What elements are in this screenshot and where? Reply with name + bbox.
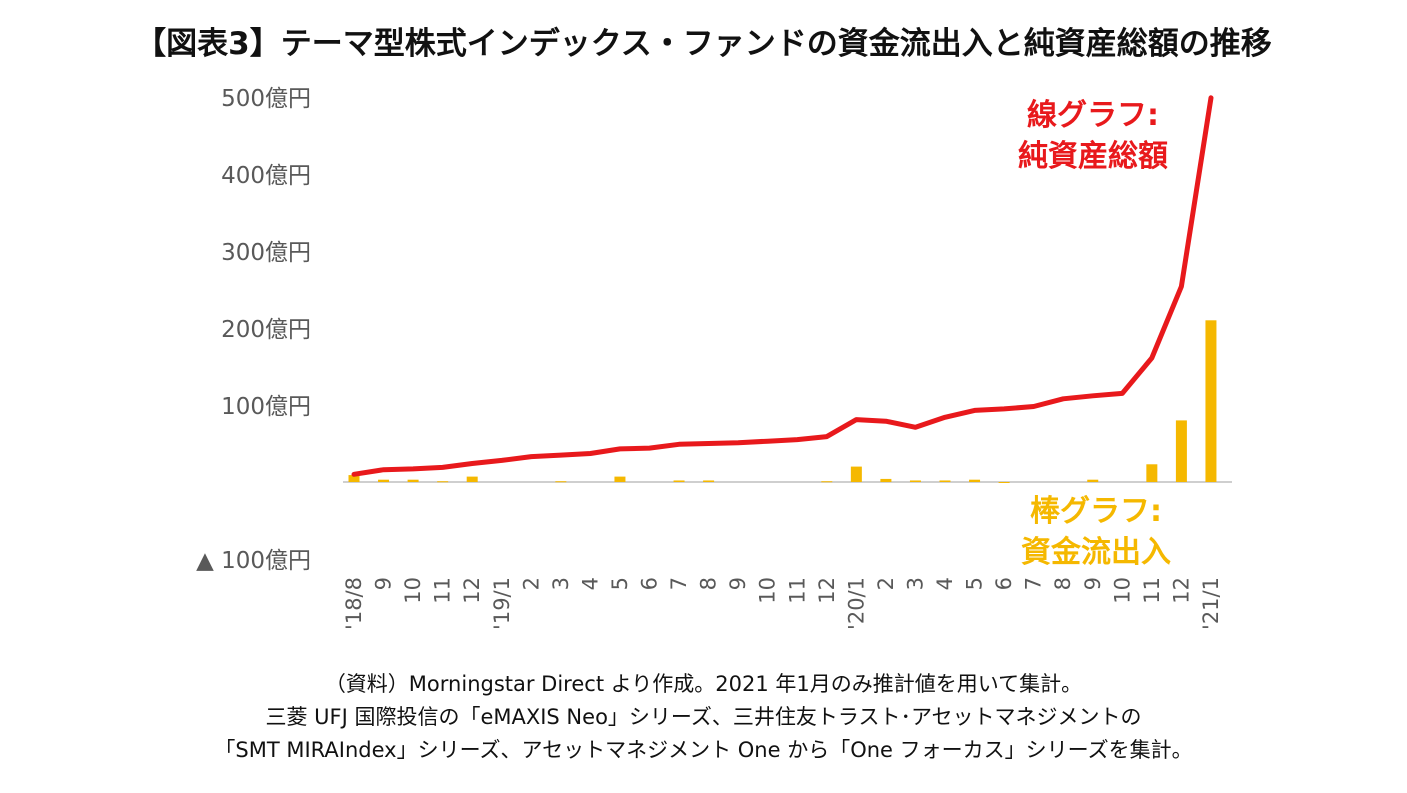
y-tick-label: 400億円: [221, 163, 311, 189]
annotation-label: 純資産総額: [1018, 139, 1168, 174]
x-tick-label: 5: [963, 577, 987, 590]
x-tick-label: 5: [608, 577, 632, 590]
y-tick-label: ▲ 100億円: [196, 548, 311, 574]
bar-資金流出入: [614, 476, 626, 482]
x-tick-label: 10: [1110, 577, 1134, 604]
bar-資金流出入: [703, 480, 715, 482]
x-tick-label: 10: [401, 577, 425, 604]
bar-資金流出入: [969, 479, 981, 482]
x-tick-label: '19/1: [490, 577, 514, 630]
bar-資金流出入: [437, 481, 449, 483]
x-tick-label: 12: [815, 577, 839, 604]
x-tick-label: 2: [874, 577, 898, 590]
x-tick-label: 7: [1022, 577, 1046, 590]
note-line-2: 三菱 UFJ 国際投信の「eMAXIS Neo」シリーズ、三井住友トラスト･アセ…: [265, 705, 1142, 729]
x-tick-label: 10: [756, 577, 780, 604]
x-tick-label: 3: [549, 577, 573, 590]
x-tick-label: '18/8: [342, 577, 366, 630]
x-tick-label: '20/1: [844, 577, 868, 630]
x-tick-label: 3: [903, 577, 927, 590]
x-tick-label: '21/1: [1199, 577, 1223, 630]
bar-資金流出入: [1175, 420, 1187, 482]
bar-資金流出入: [1146, 464, 1158, 482]
bar-資金流出入: [466, 476, 478, 482]
note-line-1: （資料）Morningstar Direct より作成。2021 年1月のみ推計…: [324, 672, 1083, 696]
x-tick-label: 9: [1081, 577, 1105, 590]
bar-資金流出入: [1205, 320, 1217, 482]
bar-資金流出入: [998, 482, 1010, 483]
bar-資金流出入: [821, 481, 833, 483]
y-tick-label: 500億円: [221, 86, 311, 112]
chart: 500億円 400億円 300億円 200億円 100億円 ▲ 100億円 '18/8 9 10…: [196, 86, 1232, 630]
y-tick-label: 200億円: [221, 317, 311, 343]
bar-資金流出入: [880, 478, 892, 482]
annotation-label: 棒グラフ:: [1030, 494, 1162, 529]
note-line-3: 「SMT MIRAIndex」シリーズ、アセットマネジメント One から「On…: [214, 738, 1193, 762]
bar-資金流出入: [348, 475, 360, 482]
x-tick-label: 4: [933, 577, 957, 590]
bar-資金流出入: [1087, 479, 1099, 482]
chart-title: 【図表3】テーマ型株式インデックス・ファンドの資金流出入と純資産総額の推移: [135, 26, 1272, 62]
x-tick-label: 8: [697, 577, 721, 590]
x-tick-label: 6: [638, 577, 662, 590]
x-tick-label: 11: [431, 577, 455, 604]
y-tick-label: 300億円: [221, 240, 311, 266]
x-tick-label: 11: [785, 577, 809, 604]
bar-資金流出入: [939, 480, 951, 482]
y-tick-label: 100億円: [221, 394, 311, 420]
bar-資金流出入: [378, 479, 390, 482]
bar-資金流出入: [909, 480, 921, 482]
line-純資産総額: [351, 95, 1214, 477]
annotation-label: 線グラフ:: [1027, 98, 1159, 133]
x-tick-label: 7: [667, 577, 691, 590]
bar-資金流出入: [673, 480, 685, 482]
x-tick-label: 8: [1051, 577, 1075, 590]
x-tick-label: 9: [372, 577, 396, 590]
bar-資金流出入: [850, 466, 862, 482]
x-tick-label: 2: [519, 577, 543, 590]
annotation-label: 資金流出入: [1021, 535, 1171, 570]
x-tick-label: 4: [578, 577, 602, 590]
x-tick-label: 12: [1169, 577, 1193, 604]
bar-資金流出入: [555, 481, 567, 483]
bar-資金流出入: [407, 479, 419, 482]
x-tick-label: 9: [726, 577, 750, 590]
x-tick-label: 12: [460, 577, 484, 604]
source-notes: （資料）Morningstar Direct より作成。2021 年1月のみ推計…: [0, 668, 1407, 767]
x-tick-label: 11: [1140, 577, 1164, 604]
x-tick-label: 6: [992, 577, 1016, 590]
